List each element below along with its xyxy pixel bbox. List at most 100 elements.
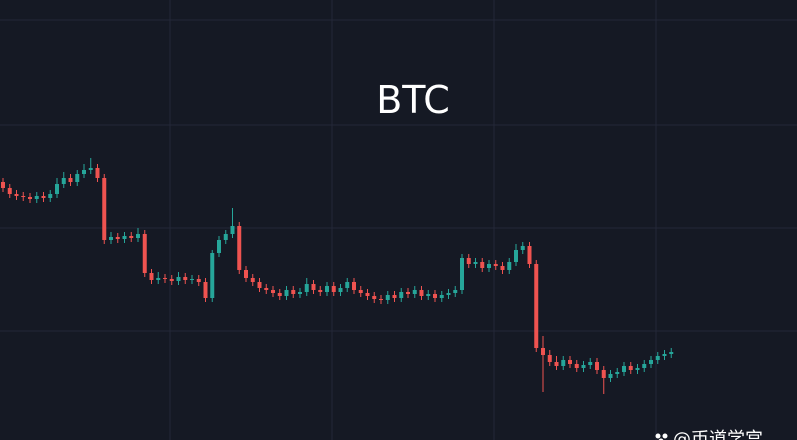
candle-body [88,168,93,170]
candle-body [399,292,404,298]
candle-body [149,273,154,280]
candle-body [41,196,46,198]
candle-body [379,299,383,300]
candle-body [129,236,134,238]
candle-body [122,236,127,239]
watermark-icon [655,433,668,440]
candle-body [196,279,201,282]
candle-body [230,226,235,234]
candle-body [649,360,653,364]
candle-body [325,286,329,292]
candle-body [534,264,539,348]
candle-body [628,366,633,370]
candle-body [453,290,458,293]
candle-body [352,282,356,290]
candle-body [466,258,471,264]
candle-body [439,295,444,298]
candle-body [244,270,248,278]
candle-body [514,250,518,262]
candle-body [392,295,397,298]
candle-body [527,246,532,264]
candle-body [250,278,255,282]
candle-body [406,292,410,294]
candle-body [581,365,586,368]
candle-body [176,277,181,281]
candle-body [358,290,363,293]
candle-body [48,194,53,198]
candle-body [75,174,80,182]
watermark: @币道学宫 [673,429,763,440]
candle-body [217,240,221,253]
candle-body [109,237,113,240]
candle-body [142,234,147,273]
candle-body [493,264,498,266]
candle-body [277,293,282,296]
candle-body [561,360,566,366]
candle-body [298,292,302,294]
candle-body [655,356,660,360]
candle-body [433,294,437,298]
candle-body [291,290,296,294]
candle-body [662,354,667,356]
candle-body [588,362,593,365]
candle-body [136,234,140,238]
candle-body [331,286,336,292]
candle-body [156,278,161,280]
candle-body [95,168,100,178]
candle-body [14,194,19,196]
candle-body [257,282,262,288]
candle-body [284,290,289,296]
candle-body [547,355,552,362]
candle-body [28,197,32,199]
candle-body [210,253,215,298]
candle-body [61,178,66,184]
candle-body [473,262,478,264]
candle-body [615,372,620,374]
candle-body [480,262,485,268]
candle-body [82,170,86,174]
candle-body [1,182,5,188]
candle-body [223,234,228,240]
candle-body [7,188,12,194]
candle-body [68,178,73,182]
candle-body [412,290,417,294]
candle-body [669,352,674,354]
candle-body [55,184,59,194]
candle-body [419,290,424,296]
candle-body [345,282,350,288]
candle-body [102,178,107,240]
candle-body [311,284,316,290]
candle-body [520,246,525,250]
candle-body [507,262,512,270]
candle-body [237,226,242,270]
candle-body [183,277,188,280]
candle-body [487,264,491,268]
candle-body [169,279,174,281]
candle-body [190,279,194,280]
candle-body [574,364,579,368]
candle-body [622,366,626,372]
candle-body [541,348,545,355]
candle-body [595,362,599,370]
candle-body [554,362,559,366]
candle-body [203,282,208,298]
chart-title: BTC [376,78,450,122]
candle-body [372,296,377,299]
candle-body [338,288,343,292]
candle-body [568,360,572,364]
candle-body [460,258,464,290]
candle-body [500,266,505,270]
candle-body [601,370,606,378]
candle-body [642,364,647,368]
candle-body [21,196,26,197]
candle-body [34,196,39,199]
candle-body [318,290,323,292]
candle-body [426,294,431,296]
candle-body [385,295,390,300]
candle-body [446,293,451,295]
candle-body [163,278,167,279]
candle-body [264,288,269,290]
candle-body [304,284,309,292]
